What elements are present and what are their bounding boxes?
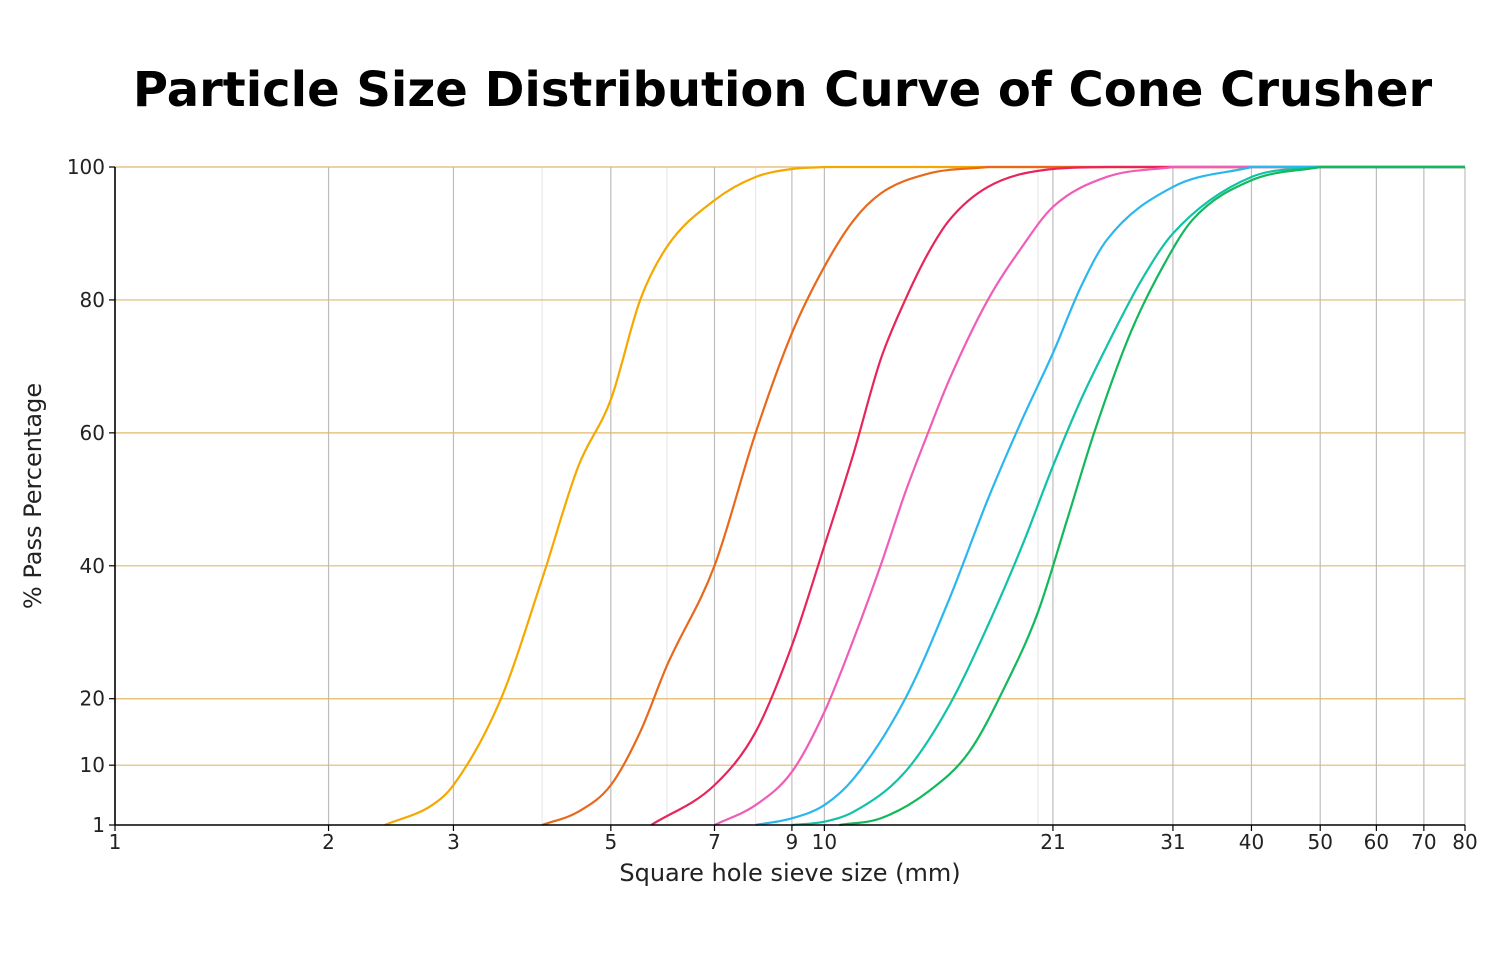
y-tick-label: 40	[80, 554, 105, 578]
x-tick-label: 60	[1364, 830, 1389, 854]
x-tick-label: 80	[1452, 830, 1477, 854]
y-tick-label: 100	[67, 155, 105, 179]
series-line-1	[384, 165, 1465, 827]
series-line-6	[791, 165, 1465, 827]
x-tick-label: 10	[812, 830, 837, 854]
series-line-2	[541, 165, 1465, 827]
axes	[114, 167, 1465, 826]
x-tick-label: 50	[1307, 830, 1332, 854]
x-tick-label: 21	[1040, 830, 1065, 854]
y-tick-label: 80	[80, 288, 105, 312]
x-tick-label: 70	[1411, 830, 1436, 854]
ticks: 1 2 3 5 7 9 10 21 31 40 50 60 70 80 1 10 20 40 60 80 100	[67, 155, 1478, 854]
x-axis-label: Square hole sieve size (mm)	[619, 859, 960, 887]
series-line-4	[714, 165, 1465, 826]
series-line-5	[755, 165, 1465, 827]
x-tick-label: 7	[708, 830, 721, 854]
x-tick-label: 5	[604, 830, 617, 854]
y-tick-label: 1	[92, 813, 105, 837]
x-tick-label: 31	[1160, 830, 1185, 854]
series-line-3	[650, 165, 1465, 826]
x-tick-label: 9	[786, 830, 799, 854]
series-lines	[384, 165, 1465, 827]
y-axis-label: % Pass Percentage	[19, 383, 47, 609]
y-tick-label: 60	[80, 421, 105, 445]
y-tick-label: 10	[80, 753, 105, 777]
grid	[115, 166, 1466, 825]
series-line-7	[839, 165, 1465, 827]
y-tick-label: 20	[80, 687, 105, 711]
x-tick-label: 1	[109, 830, 122, 854]
x-tick-label: 2	[322, 830, 335, 854]
x-tick-label: 3	[447, 830, 460, 854]
chart-title: Particle Size Distribution Curve of Cone…	[132, 62, 1433, 118]
x-tick-label: 40	[1239, 830, 1264, 854]
